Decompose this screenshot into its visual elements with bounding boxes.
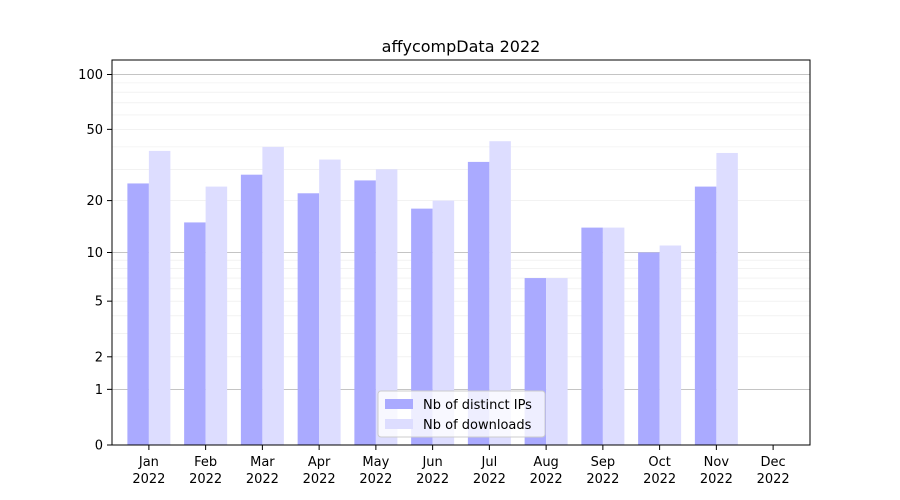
axes: 0 1 2 5 10 20 50 100 Jan 2022 Feb 2022 Mar 2022 Apr 202… (78, 68, 789, 487)
bar-downloads-mar (262, 146, 284, 445)
x-tick-label-month: Feb (194, 455, 217, 470)
y-tick-label: 100 (78, 68, 103, 83)
x-tick-label-month: Jan (138, 455, 159, 470)
y-tick-label: 1 (95, 383, 103, 398)
x-tick-label-year: 2022 (473, 472, 506, 487)
x-tick-label-month: Oct (648, 455, 670, 470)
bar-distinct-ips-jan (127, 183, 149, 445)
bar-distinct-ips-sep (581, 227, 603, 445)
x-tick-label-month: Apr (308, 455, 331, 470)
bar-distinct-ips-apr (297, 193, 320, 445)
x-tick-label-month: Mar (250, 455, 275, 470)
x-tick-label-year: 2022 (416, 472, 449, 487)
legend-label: Nb of distinct IPs (423, 398, 532, 413)
x-tick-label-month: Aug (533, 455, 558, 470)
bar-downloads-jul (489, 141, 511, 446)
bar-distinct-ips-mar (240, 174, 263, 446)
x-tick-label-year: 2022 (359, 472, 392, 487)
x-tick-label-year: 2022 (530, 472, 563, 487)
x-tick-label-year: 2022 (700, 472, 733, 487)
x-tick-label-year: 2022 (246, 472, 279, 487)
x-tick-label-year: 2022 (132, 472, 165, 487)
x-tick-label-month: Jul (481, 455, 498, 470)
bar-downloads-may (375, 169, 398, 445)
bar-distinct-ips-oct (638, 252, 660, 445)
x-tick-label-month: Nov (704, 455, 730, 470)
bar-downloads-feb (205, 186, 228, 445)
bar-downloads-jun (432, 200, 455, 445)
bar-distinct-ips-jul (467, 161, 490, 445)
x-tick-label-year: 2022 (586, 472, 619, 487)
bars (127, 141, 738, 446)
x-tick-label-year: 2022 (757, 472, 790, 487)
x-tick-label-year: 2022 (189, 472, 222, 487)
bar-downloads-nov (716, 152, 738, 445)
y-tick-label: 20 (86, 194, 103, 209)
legend-label: Nb of downloads (423, 418, 532, 433)
legend-box (377, 390, 546, 438)
y-tick-label: 50 (86, 123, 103, 138)
bar-downloads-oct (659, 245, 682, 445)
x-tick-label-year: 2022 (303, 472, 336, 487)
y-tick-label: 5 (95, 295, 103, 310)
y-tick-label: 10 (86, 246, 103, 261)
y-tick-label: 2 (95, 350, 103, 365)
y-tick-label: 0 (95, 439, 103, 454)
bar-distinct-ips-nov (694, 186, 717, 445)
bar-distinct-ips-feb (184, 222, 206, 445)
bar-distinct-ips-may (354, 180, 376, 446)
x-tick-label-month: Sep (591, 455, 616, 470)
chart-title: affycompData 2022 (382, 37, 541, 56)
legend-swatch (385, 419, 413, 429)
x-tick-label-month: Dec (761, 455, 786, 470)
x-tick-label-year: 2022 (643, 472, 676, 487)
grid (112, 74, 810, 390)
x-tick-label-month: Jun (421, 455, 442, 470)
x-tick-label-month: May (362, 455, 389, 470)
bar-downloads-sep (602, 227, 625, 445)
bar-distinct-ips-jun (411, 208, 433, 445)
bar-downloads-apr (319, 159, 341, 445)
bar-downloads-jan (148, 150, 171, 445)
legend: Nb of distinct IPs Nb of downloads (377, 390, 546, 438)
legend-swatch (385, 399, 413, 409)
bar-downloads-aug (546, 278, 568, 445)
